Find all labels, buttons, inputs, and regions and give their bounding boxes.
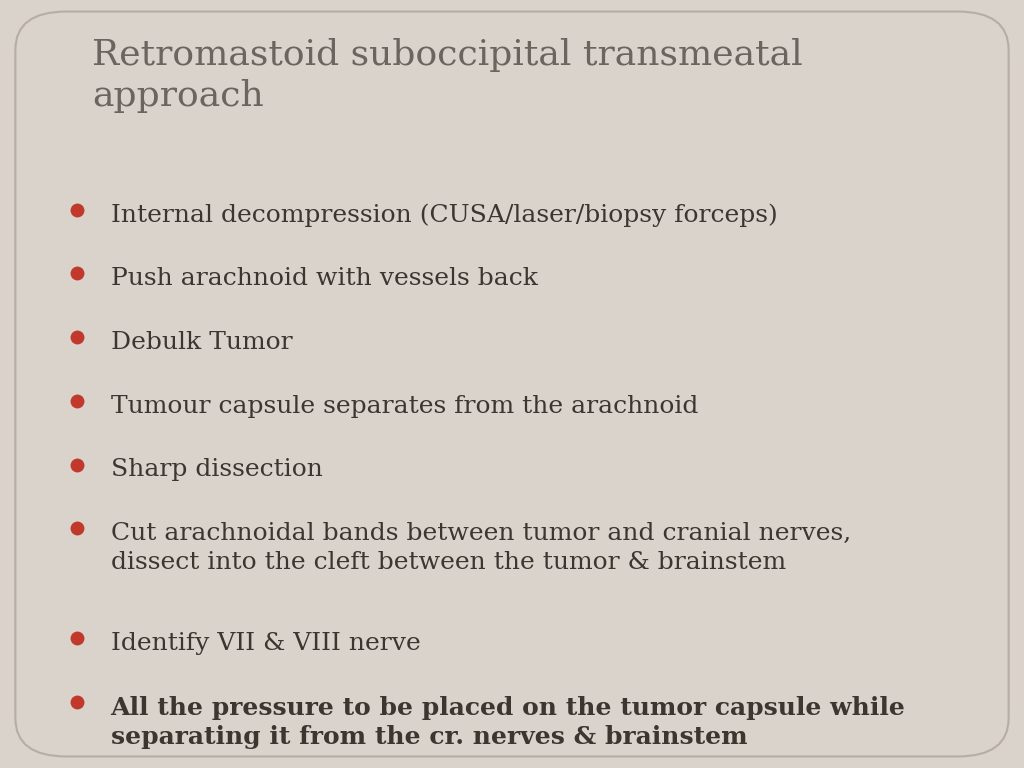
Text: Identify VII & VIII nerve: Identify VII & VIII nerve — [111, 632, 420, 655]
Text: Cut arachnoidal bands between tumor and cranial nerves,
dissect into the cleft b: Cut arachnoidal bands between tumor and … — [111, 522, 851, 574]
FancyBboxPatch shape — [15, 12, 1009, 756]
Text: Sharp dissection: Sharp dissection — [111, 458, 323, 482]
Text: Push arachnoid with vessels back: Push arachnoid with vessels back — [111, 267, 538, 290]
Text: All the pressure to be placed on the tumor capsule while
separating it from the : All the pressure to be placed on the tum… — [111, 696, 905, 750]
Text: Tumour capsule separates from the arachnoid: Tumour capsule separates from the arachn… — [111, 395, 698, 418]
Text: Debulk Tumor: Debulk Tumor — [111, 331, 292, 354]
Text: Internal decompression (CUSA/laser/biopsy forceps): Internal decompression (CUSA/laser/biops… — [111, 204, 777, 227]
Text: Retromastoid suboccipital transmeatal
approach: Retromastoid suboccipital transmeatal ap… — [92, 38, 803, 113]
